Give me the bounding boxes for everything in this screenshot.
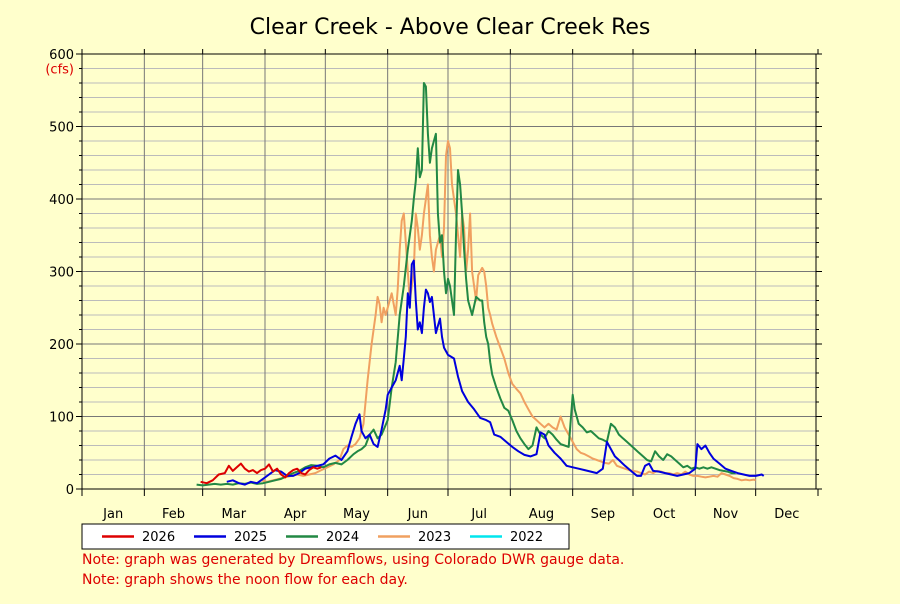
x-tick-label: Feb [162, 507, 185, 522]
series-line-2026 [200, 462, 322, 485]
y-tick-label: 0 [66, 483, 74, 498]
x-tick-label: May [343, 507, 370, 522]
y-tick-label: 600 [49, 48, 74, 63]
y-tick-label: 300 [49, 266, 74, 281]
series-line-2025 [226, 259, 765, 486]
x-tick-label: Jun [407, 507, 428, 522]
legend-label-2026: 2026 [142, 530, 175, 545]
note-data-source: Note: graph was generated by Dreamflows,… [82, 552, 625, 568]
x-tick-label: Mar [222, 507, 247, 522]
y-tick-label: 200 [49, 338, 74, 353]
note-noon-flow: Note: graph shows the noon flow for each… [82, 572, 408, 588]
x-tick-label: Jul [470, 507, 487, 522]
series-line-2024 [196, 82, 736, 487]
grid-group [82, 54, 816, 489]
x-tick-label: Nov [713, 507, 739, 522]
legend-label-2023: 2023 [418, 530, 451, 545]
legend-label-2024: 2024 [326, 530, 359, 545]
y-axis-unit-label: (cfs) [45, 63, 74, 78]
legend: 2026 2025 2024 2023 2022 [81, 523, 570, 550]
y-tick-label: 400 [49, 193, 74, 208]
y-tick-label: 100 [49, 411, 74, 426]
x-tick-label: Jan [102, 507, 123, 522]
chart-title: Clear Creek - Above Clear Creek Res [250, 15, 651, 40]
y-tick-label: 500 [49, 121, 74, 136]
x-tick-label: Dec [774, 507, 799, 522]
legend-label-2025: 2025 [234, 530, 267, 545]
x-tick-label: Oct [653, 507, 675, 522]
x-tick-label: Sep [591, 507, 616, 522]
x-tick-label: Apr [284, 507, 307, 522]
legend-label-2022: 2022 [510, 530, 543, 545]
x-tick-label: Aug [529, 507, 554, 522]
